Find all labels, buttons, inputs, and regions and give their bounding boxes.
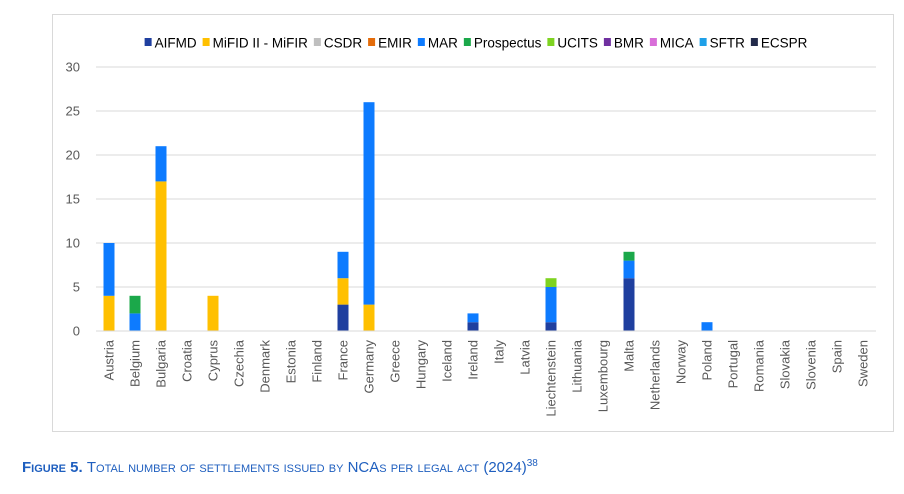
legend-entry: MICA — [660, 36, 694, 51]
bar-segment — [155, 181, 167, 331]
legend-entry: AIFMD — [155, 36, 197, 51]
x-tick-label: Poland — [700, 340, 715, 380]
x-tick-label: Italy — [492, 340, 507, 364]
x-tick-label: Czechia — [232, 339, 247, 387]
x-tick-label: Spain — [830, 340, 845, 373]
x-tick-label: Ireland — [466, 340, 481, 380]
bar-segment — [363, 102, 375, 305]
x-tick-label: Belgium — [128, 340, 143, 387]
x-tick-label: Hungary — [414, 340, 429, 390]
bar-segment — [467, 322, 479, 331]
legend-entry: BMR — [614, 36, 644, 51]
figure-caption: Figure 5. Total number of settlements is… — [22, 458, 538, 476]
bar-segment — [623, 278, 635, 331]
x-tick-label: Germany — [362, 340, 377, 394]
legend-swatch — [368, 38, 376, 46]
legend-swatch — [417, 38, 425, 46]
bar-segment — [467, 313, 479, 323]
x-tick-label: Liechtenstein — [544, 340, 559, 417]
x-tick-label: Greece — [388, 340, 403, 383]
legend: AIFMD MiFID II - MiFIR CSDR EMIR MAR Prospect… — [144, 36, 808, 51]
legend-swatch — [463, 38, 471, 46]
caption-text: Total number of settlements issued by NC… — [86, 459, 527, 476]
bar-segment — [701, 322, 713, 331]
legend-swatch — [603, 38, 611, 46]
bar-segment — [623, 251, 635, 261]
bar-segment — [337, 278, 349, 305]
x-tick-label: Latvia — [518, 339, 533, 374]
x-tick-label: Norway — [674, 340, 689, 385]
y-tick-label: 10 — [66, 236, 80, 251]
legend-swatch — [202, 38, 210, 46]
bar-segment — [337, 304, 349, 331]
x-tick-label: Malta — [622, 339, 637, 372]
legend-entry: MiFID II - MiFIR — [213, 36, 308, 51]
legend-entry: ECSPR — [761, 36, 808, 51]
y-tick-label: 5 — [73, 280, 80, 295]
figure-label: Figure 5. — [22, 459, 83, 476]
bar-segment — [337, 251, 349, 279]
bar-segment — [363, 304, 375, 331]
bar-segment — [129, 295, 141, 314]
x-tick-label: France — [336, 340, 351, 380]
x-axis-labels: Austria Belgium Bulgaria Croatia Cyprus Czech… — [102, 339, 871, 416]
bar-segment — [155, 146, 167, 182]
x-tick-label: Lithuania — [570, 339, 585, 393]
gridlines — [96, 66, 876, 288]
x-tick-label: Austria — [102, 339, 117, 380]
bar-segment — [207, 295, 219, 331]
caption-footnote: 38 — [526, 458, 538, 469]
bar-segment — [545, 278, 557, 287]
stacked-bar-chart: 0 5 10 15 20 25 30 Austria Belgium Bulgaria Croat… — [66, 36, 876, 417]
bar-segment — [545, 287, 557, 323]
bar-segment — [623, 260, 635, 279]
x-tick-label: Croatia — [180, 339, 195, 382]
y-tick-label: 20 — [66, 148, 80, 163]
y-axis-ticks: 0 5 10 15 20 25 30 — [66, 60, 80, 339]
y-tick-label: 25 — [66, 104, 80, 119]
legend-entry: MAR — [428, 36, 458, 51]
x-tick-label: Bulgaria — [154, 339, 169, 387]
x-tick-label: Romania — [752, 339, 767, 392]
legend-swatch — [750, 38, 758, 46]
legend-entry: SFTR — [710, 36, 745, 51]
y-tick-label: 0 — [73, 324, 80, 339]
x-tick-label: Netherlands — [648, 340, 663, 411]
bar-segment — [545, 322, 557, 331]
chart-frame — [52, 14, 894, 432]
legend-swatch — [144, 38, 152, 46]
x-tick-label: Slovenia — [804, 339, 819, 390]
bar-segment — [129, 313, 141, 331]
legend-entry: CSDR — [324, 36, 363, 51]
y-tick-label: 15 — [66, 192, 80, 207]
x-tick-label: Portugal — [726, 340, 741, 389]
x-tick-label: Cyprus — [206, 340, 221, 382]
x-tick-label: Estonia — [284, 339, 299, 383]
legend-entry: UCITS — [557, 36, 598, 51]
legend-swatch — [699, 38, 707, 46]
legend-entry: EMIR — [378, 36, 412, 51]
legend-entry: Prospectus — [474, 36, 542, 51]
bar-segment — [103, 295, 115, 331]
x-tick-label: Slovakia — [778, 339, 793, 389]
y-tick-label: 30 — [66, 60, 80, 75]
x-tick-label: Iceland — [440, 340, 455, 382]
legend-swatch — [649, 38, 657, 46]
x-tick-label: Sweden — [856, 340, 871, 387]
legend-swatch — [313, 38, 321, 46]
x-tick-label: Finland — [310, 340, 325, 383]
bar-segment — [103, 243, 115, 296]
x-tick-label: Denmark — [258, 340, 273, 393]
x-tick-label: Luxembourg — [596, 340, 611, 412]
legend-swatch — [547, 38, 555, 46]
bars — [103, 102, 713, 331]
